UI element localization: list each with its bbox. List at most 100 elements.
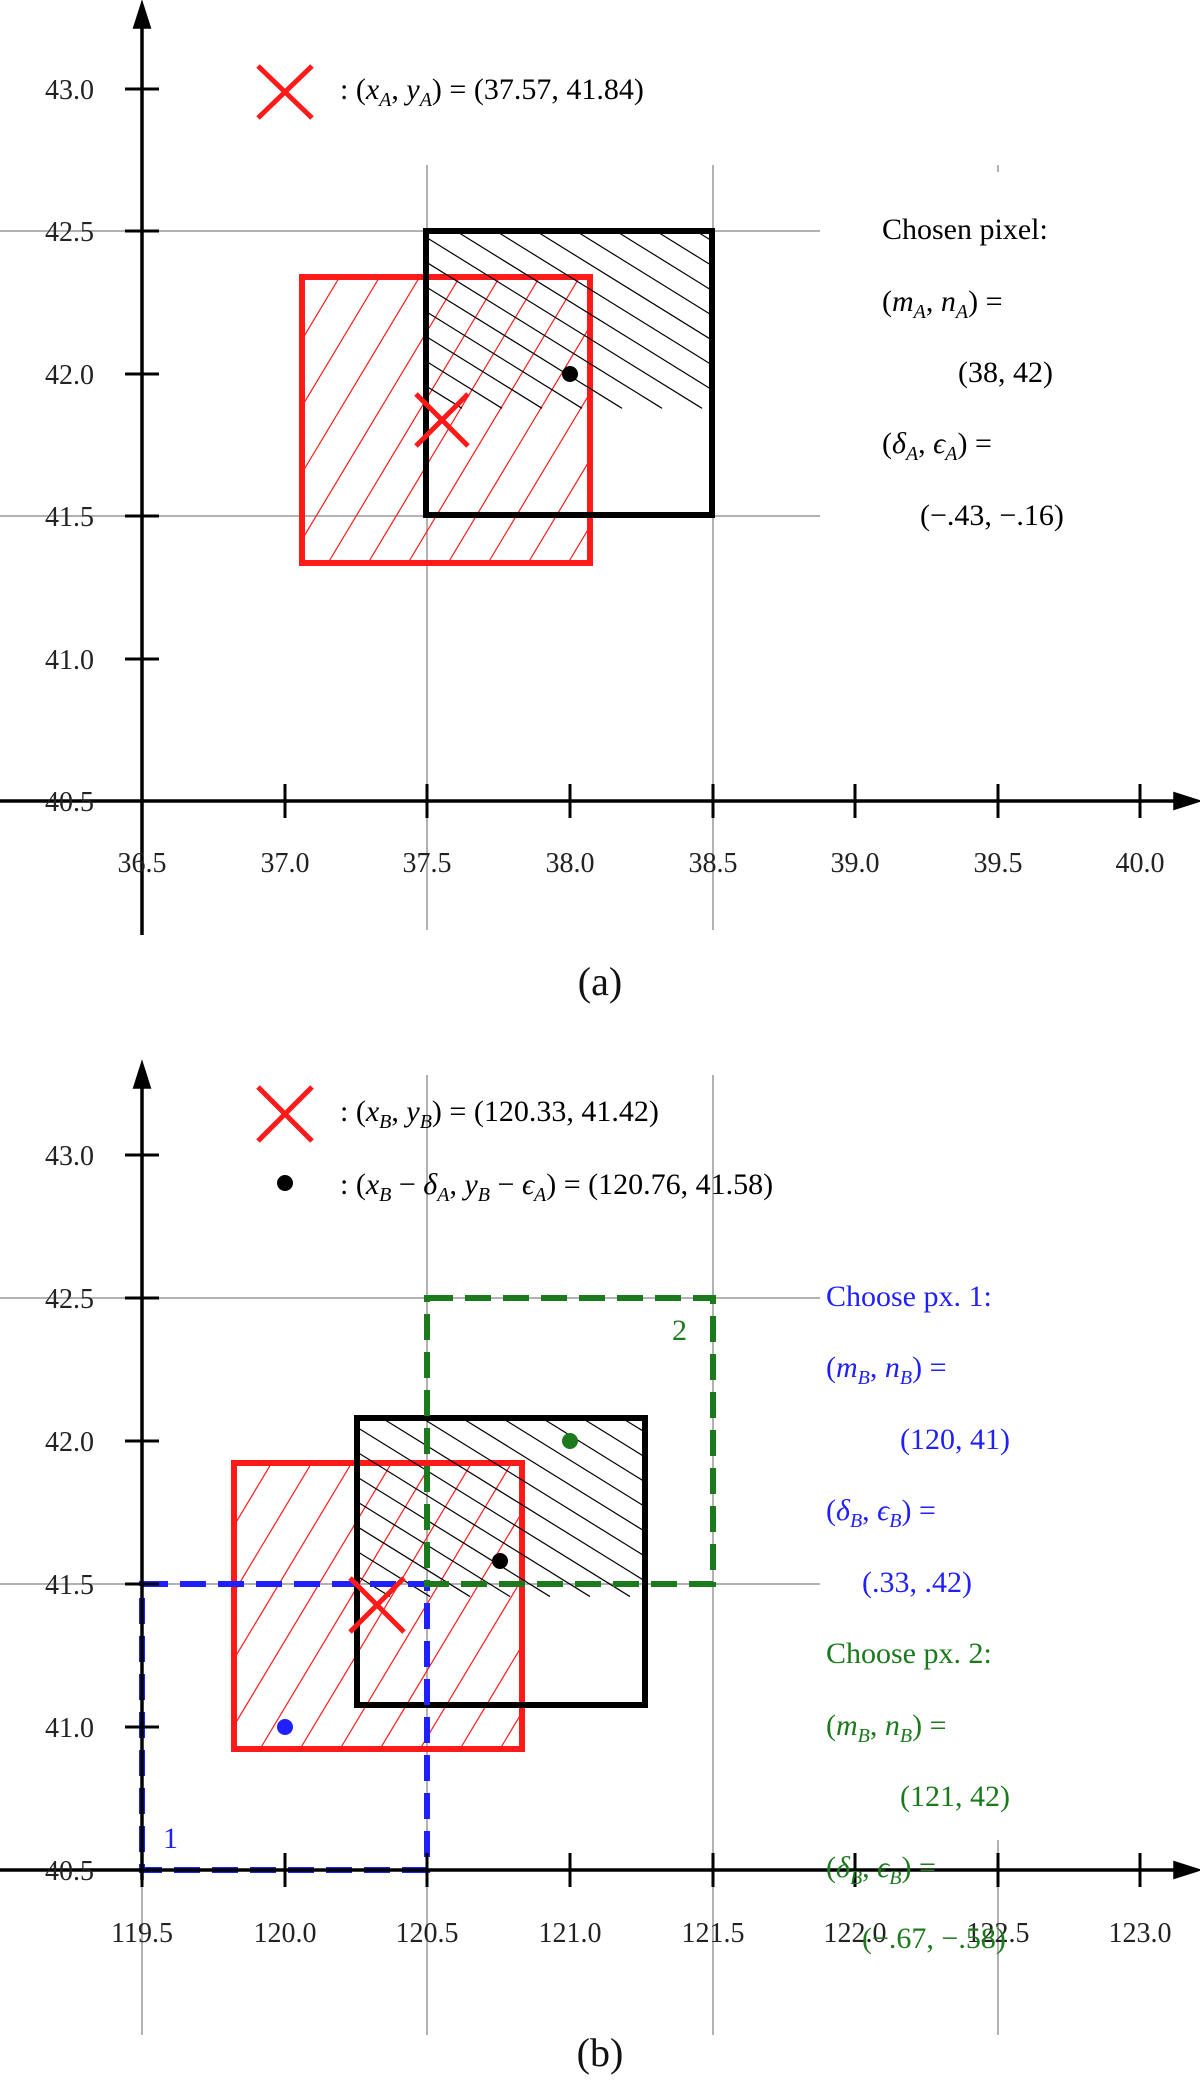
hatch-line: [128, 277, 300, 563]
legend-dot-text: : (xB − δA, yB − ϵA) = (120.76, 41.58): [340, 1168, 773, 1206]
hatch-line: [1056, 231, 1200, 408]
hatch-line: [357, 1550, 431, 1598]
hatch-line: [0, 277, 20, 563]
choice-2-de-label: (δB, ϵB) =: [826, 1851, 936, 1889]
panel-a-pixel-center-dot: [562, 366, 578, 382]
panel-b-candidate-1-center-dot: [277, 1719, 293, 1735]
hatch-line: [575, 231, 712, 317]
tick-label: 119.5: [111, 1918, 173, 1949]
hatch-line: [1060, 1463, 1200, 1749]
hatch-line: [1020, 1463, 1192, 1749]
hatch-line: [728, 277, 900, 563]
hatch-line: [1176, 231, 1200, 408]
hatch-line: [1182, 1418, 1200, 1597]
hatch-line: [259, 1463, 433, 1749]
hatch-line: [426, 360, 503, 409]
tick-label: 41.5: [45, 1570, 94, 1601]
candidate-1-label: 1: [163, 1822, 178, 1855]
panel-a-y-tick-labels: 40.5 41.0 41.5 42.0 42.5 43.0: [45, 75, 94, 818]
hatch-line: [501, 1418, 645, 1508]
hatch-line: [426, 261, 663, 409]
tick-label: 123.0: [1109, 1918, 1172, 1949]
tick-label: 41.0: [45, 645, 94, 676]
panel-b: 1 2 119.5 120.0 120.5 121.0 121.5 122.0: [0, 1059, 1200, 2075]
tick-label: 41.5: [45, 502, 94, 533]
panel-a: 36.5 37.0 37.5 38.0 38.5 39.0 39.5 40.0 …: [0, 0, 1200, 1004]
panel-b-candidate-2-center-dot: [562, 1433, 578, 1449]
hatch-line: [1102, 1418, 1200, 1597]
hatch-line: [695, 231, 712, 242]
hatch-line: [0, 1418, 190, 1597]
hatch-line: [1136, 231, 1200, 408]
hatch-line: [648, 277, 820, 563]
tick-label: 37.0: [261, 848, 310, 879]
hatch-line: [0, 231, 262, 408]
panel-a-y-ticks: [125, 87, 159, 803]
panel-a-legend: : (xA, yA) = (37.57, 41.84): [256, 64, 644, 120]
tick-label: 40.0: [1116, 848, 1165, 879]
tick-label: 40.5: [45, 787, 94, 818]
hatch-line: [234, 1463, 393, 1727]
candidate-2-label: 2: [672, 1314, 687, 1347]
hatch-line: [0, 1463, 72, 1749]
hatch-line: [615, 231, 712, 292]
hatch-line: [655, 231, 712, 267]
panel-b-legend: : (xB, yB) = (120.33, 41.42) : (xB − δA,…: [256, 1085, 773, 1206]
hatch-line: [1088, 277, 1200, 563]
panel-b-x-tick-labels: 119.5 120.0 120.5 121.0 121.5 122.0 122.…: [111, 1918, 1171, 1949]
tick-label: 38.5: [689, 848, 738, 879]
tick-label: 42.5: [45, 1284, 94, 1315]
hatch-line: [535, 231, 712, 341]
hatch-line: [302, 277, 381, 408]
hatch-line: [357, 1426, 631, 1598]
hatch-line: [1168, 277, 1200, 563]
hatch-line: [940, 1463, 1112, 1749]
hatch-line: [62, 1418, 350, 1597]
panel-b-axes: [0, 1059, 1200, 1880]
tick-label: 121.0: [539, 1918, 602, 1949]
hatch-line: [495, 231, 712, 366]
info-mn-label: (mA, nA) =: [882, 285, 1003, 323]
hatch-line: [357, 1500, 511, 1598]
panel-a-info: Chosen pixel: (mA, nA) = (38, 42) (δA, ϵ…: [882, 213, 1064, 532]
info-de-label: (δA, ϵA) =: [882, 427, 992, 465]
hatch-line: [302, 277, 461, 541]
hatch-line: [88, 277, 260, 563]
hatch-line: [1128, 277, 1200, 563]
panel-b-y-ticks: [125, 1153, 159, 1872]
choice-1-de-label: (δB, ϵB) =: [826, 1494, 936, 1532]
choice-2-mn-value: (121, 42): [900, 1780, 1010, 1813]
info-mn-value: (38, 42): [958, 356, 1053, 389]
choice-2-title: Choose px. 2:: [826, 1637, 992, 1670]
tick-label: 42.0: [45, 1427, 94, 1458]
hatch-line: [980, 1463, 1152, 1749]
tick-label: 120.0: [254, 1918, 317, 1949]
panel-a-x-tick-labels: 36.5 37.0 37.5 38.0 38.5 39.0 39.5 40.0: [118, 848, 1165, 879]
hatch-line: [302, 277, 341, 341]
panel-a-cross-marker: [414, 392, 470, 448]
hatch-line: [982, 1418, 1200, 1597]
hatch-line: [327, 277, 501, 563]
hatch-line: [1062, 1418, 1200, 1597]
hatch-line: [541, 1418, 645, 1483]
tick-label: 121.5: [682, 1918, 745, 1949]
tick-label: 38.0: [546, 848, 595, 879]
panel-b-caption: (b): [577, 2030, 624, 2075]
hatch-line: [357, 1575, 391, 1598]
hatch-line: [0, 1463, 32, 1749]
panel-a-axes: [0, 0, 1200, 935]
hatch-line: [367, 277, 541, 563]
tick-label: 39.0: [831, 848, 880, 879]
hatch-line: [421, 1418, 645, 1557]
tick-label: 40.5: [45, 1856, 94, 1887]
choice-2-de-value: (−.67, −.58): [862, 1922, 1006, 1955]
hatch-line: [426, 385, 463, 409]
hatch-line: [234, 1463, 353, 1661]
hatch-line: [581, 1418, 645, 1458]
legend-dot-icon: [277, 1175, 293, 1191]
hatch-line: [357, 1525, 471, 1598]
hatch-line: [0, 1418, 230, 1597]
choice-1-mn-label: (mB, nB) =: [826, 1351, 947, 1389]
hatch-line: [426, 236, 703, 409]
